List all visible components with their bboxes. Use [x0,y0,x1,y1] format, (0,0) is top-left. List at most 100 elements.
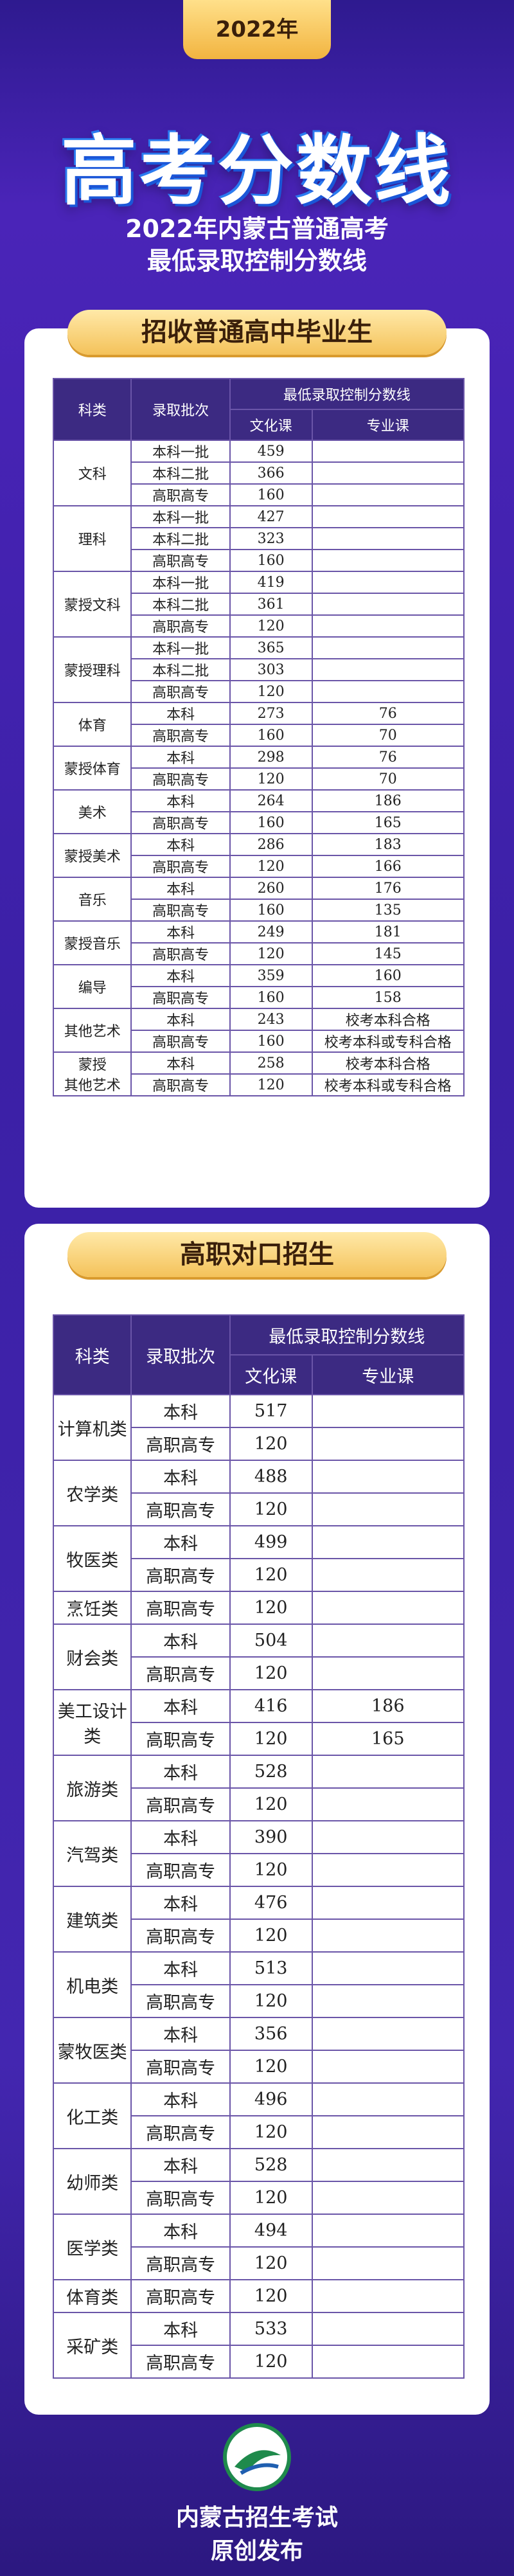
culture-score: 365 [229,636,313,659]
batch-cell: 高职高专 [130,1984,231,2018]
batch-cell: 本科 [130,1886,231,1920]
category-cell: 农学类 [52,1460,132,1526]
batch-cell: 高职高专 [130,2181,231,2215]
table-row: 汽驾类 本科 390 [52,1820,465,1887]
batch-cell: 高职高专 [130,1591,231,1625]
batch-cell: 高职高专 [130,1558,231,1592]
batch-cell: 本科 [130,2017,231,2051]
culture-score: 120 [229,942,313,965]
culture-score: 298 [229,746,313,769]
culture-score: 258 [229,1051,313,1075]
table-row: 本科二批 361 [53,593,465,616]
score-table: 科类 录取批次 最低录取控制分数线 文化课 专业课 文科 本科一批 459 本科二批 366 高职高… [52,378,465,1096]
category-cell: 幼师类 [52,2148,132,2215]
culture-score: 273 [229,702,313,725]
table-row: 蒙授美术 本科 286 183 [52,833,465,878]
culture-score: 120 [229,614,313,638]
culture-score: 264 [229,789,313,812]
header-row: 文化课 专业课 [53,1354,465,1395]
category-label: 体育类 [66,2288,119,2308]
table-row: 高职高专 120 [53,2345,465,2379]
culture-score: 419 [229,571,313,594]
table-row: 烹饪类 高职高专 120 [52,1591,465,1625]
category-label: 其他艺术 [64,1078,121,1094]
header-row: 科类 录取批次 最低录取控制分数线 [52,378,465,441]
table-row: 理科 本科一批 427 [52,505,465,572]
category-label: 医学类 [66,2239,119,2259]
category-label: 机电类 [66,1976,119,1997]
culture-score: 120 [229,1984,313,2018]
batch-cell: 本科 [130,2214,231,2248]
empty-cell [311,1656,465,1690]
empty-cell [311,571,465,594]
batch-cell: 本科一批 [130,505,231,528]
table-row: 体育类 高职高专 120 [52,2279,465,2313]
culture-score: 120 [229,680,313,703]
table-row: 高职高专 120 [53,2246,465,2280]
table-row: 高职高专 120 [53,2115,465,2149]
major-score: 70 [311,767,465,791]
category-cell: 医学类 [52,2214,132,2280]
category-cell: 蒙授音乐 [52,920,132,965]
category-label: 计算机类 [57,1419,127,1440]
table-row: 本科二批 303 [53,658,465,681]
category-label: 体育 [78,718,107,734]
category-cell: 美工设计类 [52,1689,132,1756]
empty-cell [311,1951,465,1985]
table-row: 高职高专 120 145 [53,942,465,965]
category-cell: 财会类 [52,1623,132,1690]
empty-cell [311,1919,465,1953]
culture-score: 120 [229,855,313,878]
table-row: 美工设计类 本科 416 186 [52,1689,465,1756]
category-label: 理科 [78,532,107,548]
empty-cell [311,483,465,506]
culture-score: 160 [229,986,313,1009]
empty-cell [311,2050,465,2084]
category-label: 幼师类 [66,2173,119,2194]
culture-score: 120 [229,1558,313,1592]
category-cell: 蒙授体育 [52,746,132,791]
culture-score: 120 [229,2115,313,2149]
batch-cell: 本科 [130,702,231,725]
batch-cell: 高职高专 [130,1787,231,1821]
table-row: 采矿类 本科 533 [52,2312,465,2379]
table-row: 高职高专 120 [53,1558,465,1592]
batch-cell: 本科 [130,1460,231,1494]
culture-score: 120 [229,1787,313,1821]
section-title: 高职对口招生 [67,1232,447,1277]
category-label: 蒙授音乐 [64,936,121,953]
category-label: 蒙授 [78,1057,107,1073]
empty-cell [311,1623,465,1658]
table-row: 医学类 本科 494 [52,2214,465,2280]
batch-cell: 高职高专 [130,2345,231,2379]
culture-score: 120 [229,2050,313,2084]
category-cell: 蒙授美术 [52,833,132,878]
empty-cell [311,636,465,659]
table-row: 高职高专 120 [53,1656,465,1690]
batch-cell: 本科二批 [130,461,231,485]
category-label: 蒙授理科 [64,663,121,679]
category-label: 烹饪类 [66,1600,119,1620]
empty-cell [311,1787,465,1821]
table-row: 农学类 本科 488 [52,1460,465,1526]
batch-cell: 本科 [130,1689,231,1723]
culture-score: 120 [229,1427,313,1461]
category-cell: 蒙授 其他艺术 [52,1051,132,1096]
batch-cell: 高职高专 [130,767,231,791]
category-cell: 体育 [52,702,132,747]
batch-cell: 本科一批 [130,571,231,594]
category-label: 汽驾类 [66,1845,119,1866]
empty-cell [311,461,465,485]
major-score: 70 [311,724,465,747]
empty-cell [311,549,465,572]
culture-score: 499 [229,1525,313,1559]
table-row: 高职高专 120 [53,614,465,638]
culture-score: 517 [229,1394,313,1428]
category-label: 农学类 [66,1485,119,1505]
culture-score: 120 [229,2345,313,2379]
empty-cell [311,1427,465,1461]
category-cell: 汽驾类 [52,1820,132,1887]
batch-cell: 高职高专 [130,2246,231,2280]
culture-score: 260 [229,877,313,900]
batch-cell: 本科 [130,964,231,987]
